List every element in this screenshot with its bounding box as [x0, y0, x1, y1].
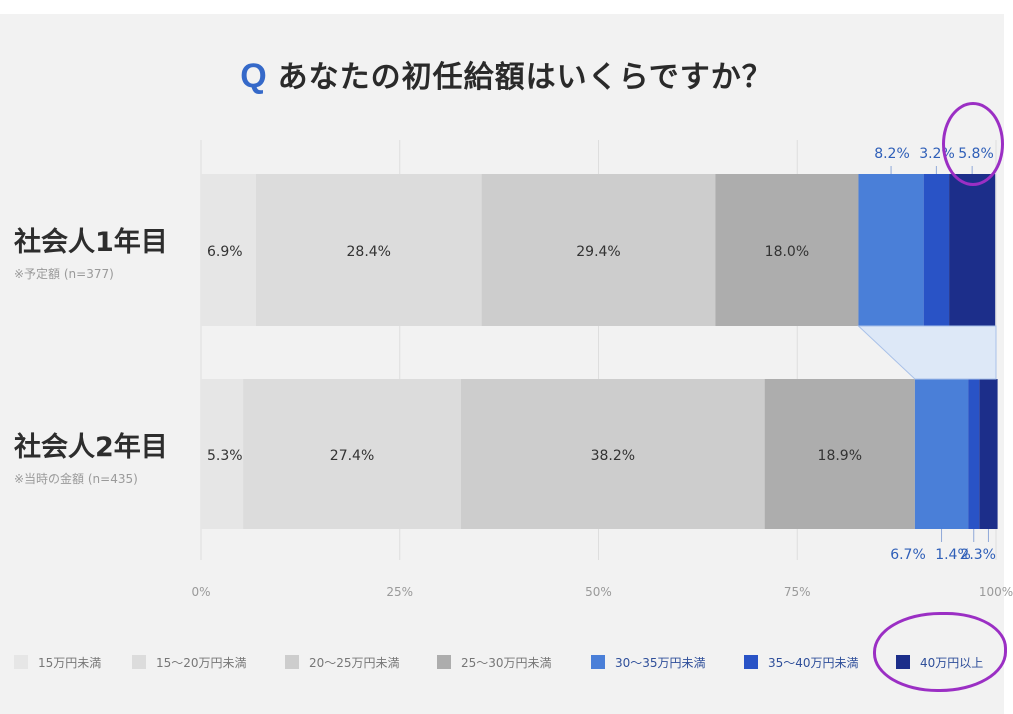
legend-label-1: 15〜20万円未満: [156, 655, 247, 670]
value-label-row1-0: 6.9%: [207, 244, 243, 260]
row-label-year2: 社会人2年目 ※当時の金額 (n=435): [14, 425, 168, 487]
legend-item-4: 30〜35万円未満: [591, 652, 706, 672]
row-label-year2-note: ※当時の金額 (n=435): [14, 472, 138, 486]
top-band: [0, 0, 1013, 14]
question-mark-label: Q: [240, 57, 268, 95]
x-tick-label-2: 50%: [585, 585, 612, 599]
bar-segment-row2-1: [243, 379, 461, 529]
value-label-row2-4: 6.7%: [890, 547, 926, 563]
row-label-year1: 社会人1年目 ※予定額 (n=377): [14, 220, 168, 282]
x-tick-label-4: 100%: [979, 585, 1013, 599]
legend-label-2: 20〜25万円未満: [309, 655, 400, 670]
x-tick-label-0: 0%: [191, 585, 210, 599]
group-connector: [857, 325, 997, 380]
value-label-row2-6: 2.3%: [960, 547, 996, 563]
value-label-row2-1: 27.4%: [330, 448, 374, 464]
value-label-row1-1: 28.4%: [347, 244, 391, 260]
legend-swatch-0: [14, 655, 28, 669]
right-band: [1004, 0, 1013, 714]
legend-label-5: 35〜40万円未満: [768, 655, 859, 670]
bar-segment-row1-2: [481, 174, 716, 326]
value-label-row1-2: 29.4%: [576, 244, 620, 260]
legend-swatch-3: [437, 655, 451, 669]
highlight-circle-legend: [873, 612, 1007, 692]
legend-swatch-2: [285, 655, 299, 669]
bar-segment-row2-3: [764, 379, 915, 529]
bar-segment-row2-6: [979, 379, 998, 529]
legend-item-2: 20〜25万円未満: [285, 652, 400, 672]
legend-item-1: 15〜20万円未満: [132, 652, 247, 672]
bar-segment-row1-4: [858, 174, 924, 326]
question-text: あなたの初任給額はいくらですか？: [277, 60, 773, 95]
bar-segment-row1-5: [923, 174, 950, 326]
row-label-year2-title: 社会人2年目: [14, 432, 168, 463]
bar-segment-row1-0: [201, 174, 256, 326]
bar-segment-row2-0: [201, 379, 244, 529]
legend-label-4: 30〜35万円未満: [615, 655, 706, 670]
legend-label-0: 15万円未満: [38, 655, 102, 670]
legend: 15万円未満 15〜20万円未満 20〜25万円未満 25〜30万円未満 30〜35万円…: [14, 652, 1004, 674]
bar-segment-row1-6: [949, 174, 996, 326]
legend-item-5: 35〜40万円未満: [744, 652, 859, 672]
legend-label-3: 25〜30万円未満: [461, 655, 552, 670]
highlight-circle-top: [942, 102, 1004, 186]
legend-item-3: 25〜30万円未満: [437, 652, 552, 672]
value-label-row2-3: 18.9%: [818, 448, 862, 464]
row-label-year1-note: ※予定額 (n=377): [14, 267, 114, 281]
legend-swatch-5: [744, 655, 758, 669]
bar-segment-row2-4: [914, 379, 969, 529]
bar-segment-row2-2: [460, 379, 765, 529]
bar-segment-row2-5: [968, 379, 980, 529]
bar-segment-row1-3: [715, 174, 859, 326]
x-tick-label-1: 25%: [386, 585, 413, 599]
x-tick-label-3: 75%: [784, 585, 811, 599]
value-label-row2-5: 1.4%: [935, 547, 971, 563]
bar-segment-row1-1: [255, 174, 482, 326]
value-label-row1-3: 18.0%: [765, 244, 809, 260]
legend-item-0: 15万円未満: [14, 652, 101, 672]
value-label-row2-2: 38.2%: [591, 448, 635, 464]
row-label-year1-title: 社会人1年目: [14, 227, 168, 258]
value-label-row2-0: 5.3%: [207, 448, 243, 464]
page-title: Q あなたの初任給額はいくらですか？: [0, 52, 1013, 96]
legend-swatch-1: [132, 655, 146, 669]
legend-swatch-4: [591, 655, 605, 669]
value-label-row1-4: 8.2%: [874, 146, 910, 162]
